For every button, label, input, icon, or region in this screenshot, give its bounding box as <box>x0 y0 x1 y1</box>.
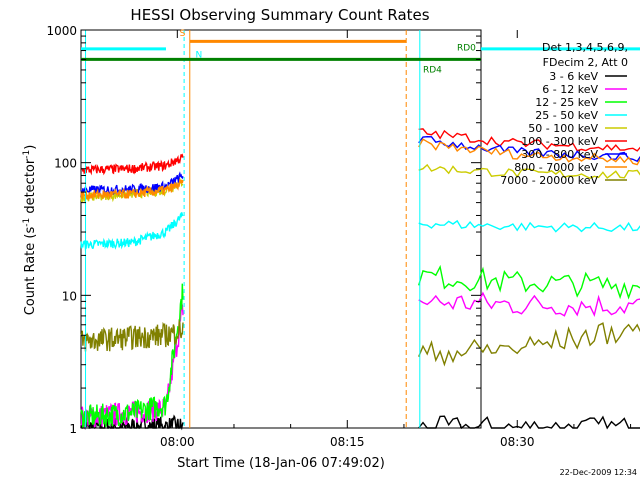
y-tick-label-3: 1000 <box>46 24 77 38</box>
series-line-5-0 <box>80 153 184 176</box>
series-line-8-1 <box>418 322 640 367</box>
y-axis-label-sup1: -1 <box>22 218 32 227</box>
y-tick-label-2: 100 <box>54 157 77 171</box>
series-0 <box>80 414 640 431</box>
series-line-5-1 <box>418 128 640 152</box>
rd4-label: RD4 <box>423 65 442 75</box>
legend-header-line-1: Det 1,3,4,5,6,9, <box>542 41 628 54</box>
series-line-6-0 <box>80 171 184 197</box>
series-7 <box>80 138 640 201</box>
y-axis-label-main: Count Rate (s <box>23 227 38 316</box>
legend: Det 1,3,4,5,6,9, FDecim 2, Att 0 3 - 6 k… <box>500 41 628 187</box>
series-line-2-0 <box>80 283 184 429</box>
series-line-3-0 <box>80 212 184 252</box>
legend-entry-4: 50 - 100 keV <box>528 122 598 135</box>
series-2 <box>80 264 640 429</box>
y-axis: 1 10 100 1000 <box>46 24 481 436</box>
series-line-8-0 <box>80 318 184 352</box>
s-label: S <box>180 29 186 39</box>
x-axis-label: Start Time (18-Jan-06 07:49:02) <box>177 456 385 471</box>
timestamp: 22-Dec-2009 12:34 <box>560 468 637 477</box>
series-line-0-0 <box>80 414 184 431</box>
legend-entry-5: 100 - 300 keV <box>521 135 598 148</box>
legend-entry-1: 6 - 12 keV <box>542 83 598 96</box>
series-5 <box>80 128 640 176</box>
y-axis-label-end: ) <box>23 145 38 150</box>
y-tick-label-0: 1 <box>69 422 77 436</box>
series-3 <box>80 212 640 252</box>
x-tick-label-2: 08:30 <box>500 435 535 449</box>
y-axis-label-mid: detector <box>23 158 38 218</box>
series-line-0-1 <box>418 415 640 430</box>
series-line-2-1 <box>418 264 640 300</box>
series-layer <box>80 128 640 431</box>
chart-title: HESSI Observing Summary Count Rates <box>130 6 429 24</box>
rd0-label: RD0 <box>457 44 476 54</box>
legend-entry-0: 3 - 6 keV <box>549 70 598 83</box>
series-line-3-1 <box>418 219 640 233</box>
legend-entry-2: 12 - 25 keV <box>535 96 598 109</box>
series-line-7-1 <box>418 138 640 166</box>
legend-header-line-2: FDecim 2, Att 0 <box>543 56 628 69</box>
x-tick-label-0: 08:00 <box>160 435 195 449</box>
series-line-6-1 <box>418 135 640 163</box>
series-line-4-1 <box>418 163 640 179</box>
y-axis-label-sup2: -1 <box>22 150 32 159</box>
n-label: N <box>195 51 202 61</box>
legend-entry-6: 300 - 800 keV <box>521 148 598 161</box>
legend-entry-7: 800 - 7000 keV <box>514 161 598 174</box>
series-8 <box>80 318 640 367</box>
plot-frame <box>80 29 482 429</box>
y-axis-label: Count Rate (s-1 detector-1) <box>22 145 38 316</box>
legend-entry-8: 7000 - 20000 keV <box>500 174 598 187</box>
markers-layer: S N RD0 RD4 <box>81 29 640 428</box>
series-6 <box>80 135 640 197</box>
legend-entry-3: 25 - 50 keV <box>535 109 598 122</box>
x-tick-label-1: 08:15 <box>330 435 365 449</box>
y-tick-label-1: 10 <box>62 289 77 303</box>
series-line-1-1 <box>418 291 640 317</box>
series-line-7-0 <box>80 178 184 201</box>
